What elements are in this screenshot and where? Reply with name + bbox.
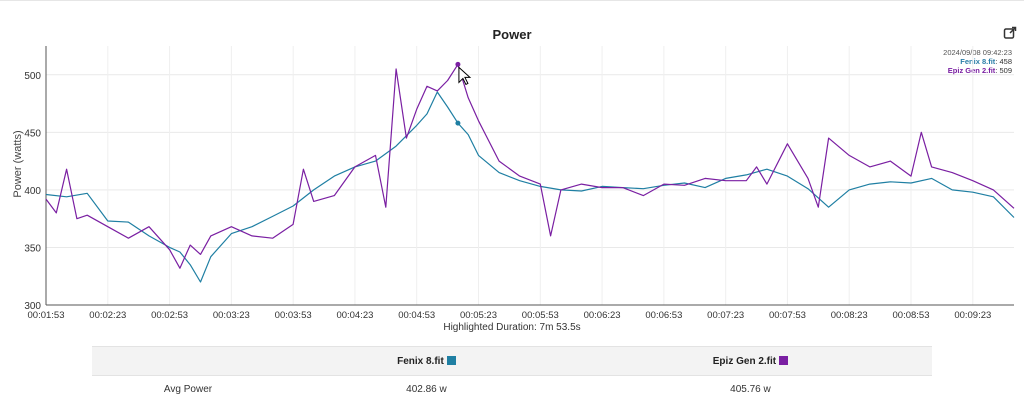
fenix-color-swatch [446,355,456,365]
x-tick-label: 00:04:23 [336,310,373,321]
x-tick-label: 00:07:53 [769,310,806,321]
x-tick-label: 00:01:53 [28,310,65,321]
table-header-empty [92,346,284,376]
fenix-avg-power: 402.86 w [406,383,447,395]
x-tick-label: 00:02:53 [151,310,188,321]
x-tick-label: 00:05:23 [460,310,497,321]
x-tick-label: 00:09:23 [954,310,991,321]
y-tick-label: 300 [24,301,41,312]
table-header-epiz: Epiz Gen 2.fit [568,346,932,376]
series-line-epiz [45,63,1015,269]
tooltip-timestamp: 2024/09/08 09:42:23 [943,48,1012,57]
table-header-row: Fenix 8.fit Epiz Gen 2.fit [92,346,932,376]
chart-title: Power [492,27,532,42]
row-label-avg-power: Avg Power [163,383,213,395]
tooltip-series2-name: Epiz Gen 2.fit [947,66,996,75]
y-axis-title: Power (watts) [12,130,24,198]
highlight-point-epiz [455,61,461,67]
x-tick-label: 00:03:23 [213,310,250,321]
tooltip-series1-value: 458 [999,57,1012,66]
power-chart[interactable]: 300 350 400 450 500 00:01:53 00:02:23 00:02:53 0… [0,0,1024,330]
y-tick-label: 450 [24,128,41,139]
x-tick-label: 00:02:23 [89,310,126,321]
hover-tooltip: 2024/09/08 09:42:23 Fenix 8.fit: 458 Epi… [943,48,1012,75]
x-tick-label: 00:06:23 [584,310,621,321]
x-tick-label: 00:04:53 [398,310,435,321]
y-tick-label: 350 [24,243,41,254]
highlight-point-fenix [455,120,461,126]
x-tick-label: 00:05:53 [522,310,559,321]
epiz-color-swatch [779,355,789,365]
x-tick-label: 00:03:53 [275,310,312,321]
table-header-fenix-label: Fenix 8.fit [397,355,444,367]
series-line-fenix [45,91,1015,283]
x-tick-label: 00:08:23 [831,310,868,321]
summary-table: Fenix 8.fit Epiz Gen 2.fit Avg Power 402… [92,346,932,402]
external-link-icon[interactable] [1003,26,1017,40]
table-header-epiz-label: Epiz Gen 2.fit [712,355,777,367]
table-header-fenix: Fenix 8.fit [284,346,569,376]
y-tick-label: 500 [24,71,41,82]
table-row: Avg Power 402.86 w 405.76 w [92,376,932,403]
x-tick-label: 00:06:53 [645,310,682,321]
x-tick-label: 00:08:53 [893,310,930,321]
highlighted-duration: Highlighted Duration: 7m 53.5s [443,322,581,333]
x-tick-label: 00:07:23 [707,310,744,321]
y-tick-label: 400 [24,186,41,197]
epiz-avg-power: 405.76 w [730,383,771,395]
mouse-cursor-icon [458,66,472,86]
tooltip-series2-value: 509 [999,66,1012,75]
tooltip-series1-name: Fenix 8.fit [960,57,996,66]
top-divider [0,0,1024,1]
